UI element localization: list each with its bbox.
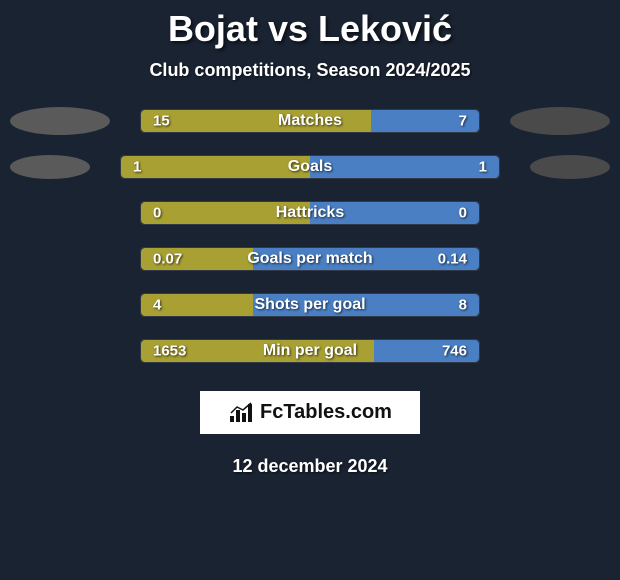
- comparison-container: Bojat vs Leković Club competitions, Seas…: [0, 0, 620, 485]
- player-avatar-left: [10, 107, 110, 135]
- bar-segment-left: [121, 156, 310, 178]
- stat-value-right: 7: [459, 113, 467, 130]
- avatar-spacer: [10, 337, 110, 365]
- bar-segment-right: [310, 156, 499, 178]
- stat-row: 48Shots per goal: [10, 293, 610, 317]
- player-avatar-right: [510, 107, 610, 135]
- stat-value-left: 0.07: [153, 251, 182, 268]
- stat-value-left: 0: [153, 205, 161, 222]
- logo-text: FcTables.com: [260, 401, 392, 424]
- player-avatar-left: [10, 155, 90, 179]
- footer-date: 12 december 2024: [0, 456, 620, 477]
- bar-segment-right: [310, 202, 479, 224]
- avatar-spacer: [510, 245, 610, 273]
- page-subtitle: Club competitions, Season 2024/2025: [0, 60, 620, 81]
- bar-segment-right: [253, 294, 479, 316]
- avatar-spacer: [10, 199, 110, 227]
- page-title: Bojat vs Leković: [0, 8, 620, 50]
- avatar-spacer: [10, 245, 110, 273]
- stat-bar: 157Matches: [140, 109, 480, 133]
- stat-row: 1653746Min per goal: [10, 339, 610, 363]
- stat-row: 11Goals: [10, 155, 610, 179]
- stat-value-left: 1: [133, 159, 141, 176]
- avatar-spacer: [510, 291, 610, 319]
- chart-icon: [228, 402, 254, 424]
- stat-value-right: 0: [459, 205, 467, 222]
- stat-bar: 00Hattricks: [140, 201, 480, 225]
- bar-segment-left: [141, 202, 310, 224]
- stats-list: 157Matches11Goals00Hattricks0.070.14Goal…: [0, 109, 620, 363]
- stat-row: 157Matches: [10, 109, 610, 133]
- stat-value-left: 1653: [153, 343, 186, 360]
- stat-bar: 48Shots per goal: [140, 293, 480, 317]
- avatar-spacer: [510, 337, 610, 365]
- avatar-spacer: [10, 291, 110, 319]
- stat-value-right: 8: [459, 297, 467, 314]
- stat-bar: 1653746Min per goal: [140, 339, 480, 363]
- player-avatar-right: [530, 155, 610, 179]
- stat-row: 0.070.14Goals per match: [10, 247, 610, 271]
- stat-value-left: 4: [153, 297, 161, 314]
- stat-value-left: 15: [153, 113, 170, 130]
- avatar-spacer: [510, 199, 610, 227]
- stat-value-right: 0.14: [438, 251, 467, 268]
- stat-row: 00Hattricks: [10, 201, 610, 225]
- stat-value-right: 746: [442, 343, 467, 360]
- stat-value-right: 1: [479, 159, 487, 176]
- footer-logo: FcTables.com: [200, 391, 420, 434]
- bar-segment-left: [141, 110, 371, 132]
- stat-bar: 11Goals: [120, 155, 500, 179]
- stat-bar: 0.070.14Goals per match: [140, 247, 480, 271]
